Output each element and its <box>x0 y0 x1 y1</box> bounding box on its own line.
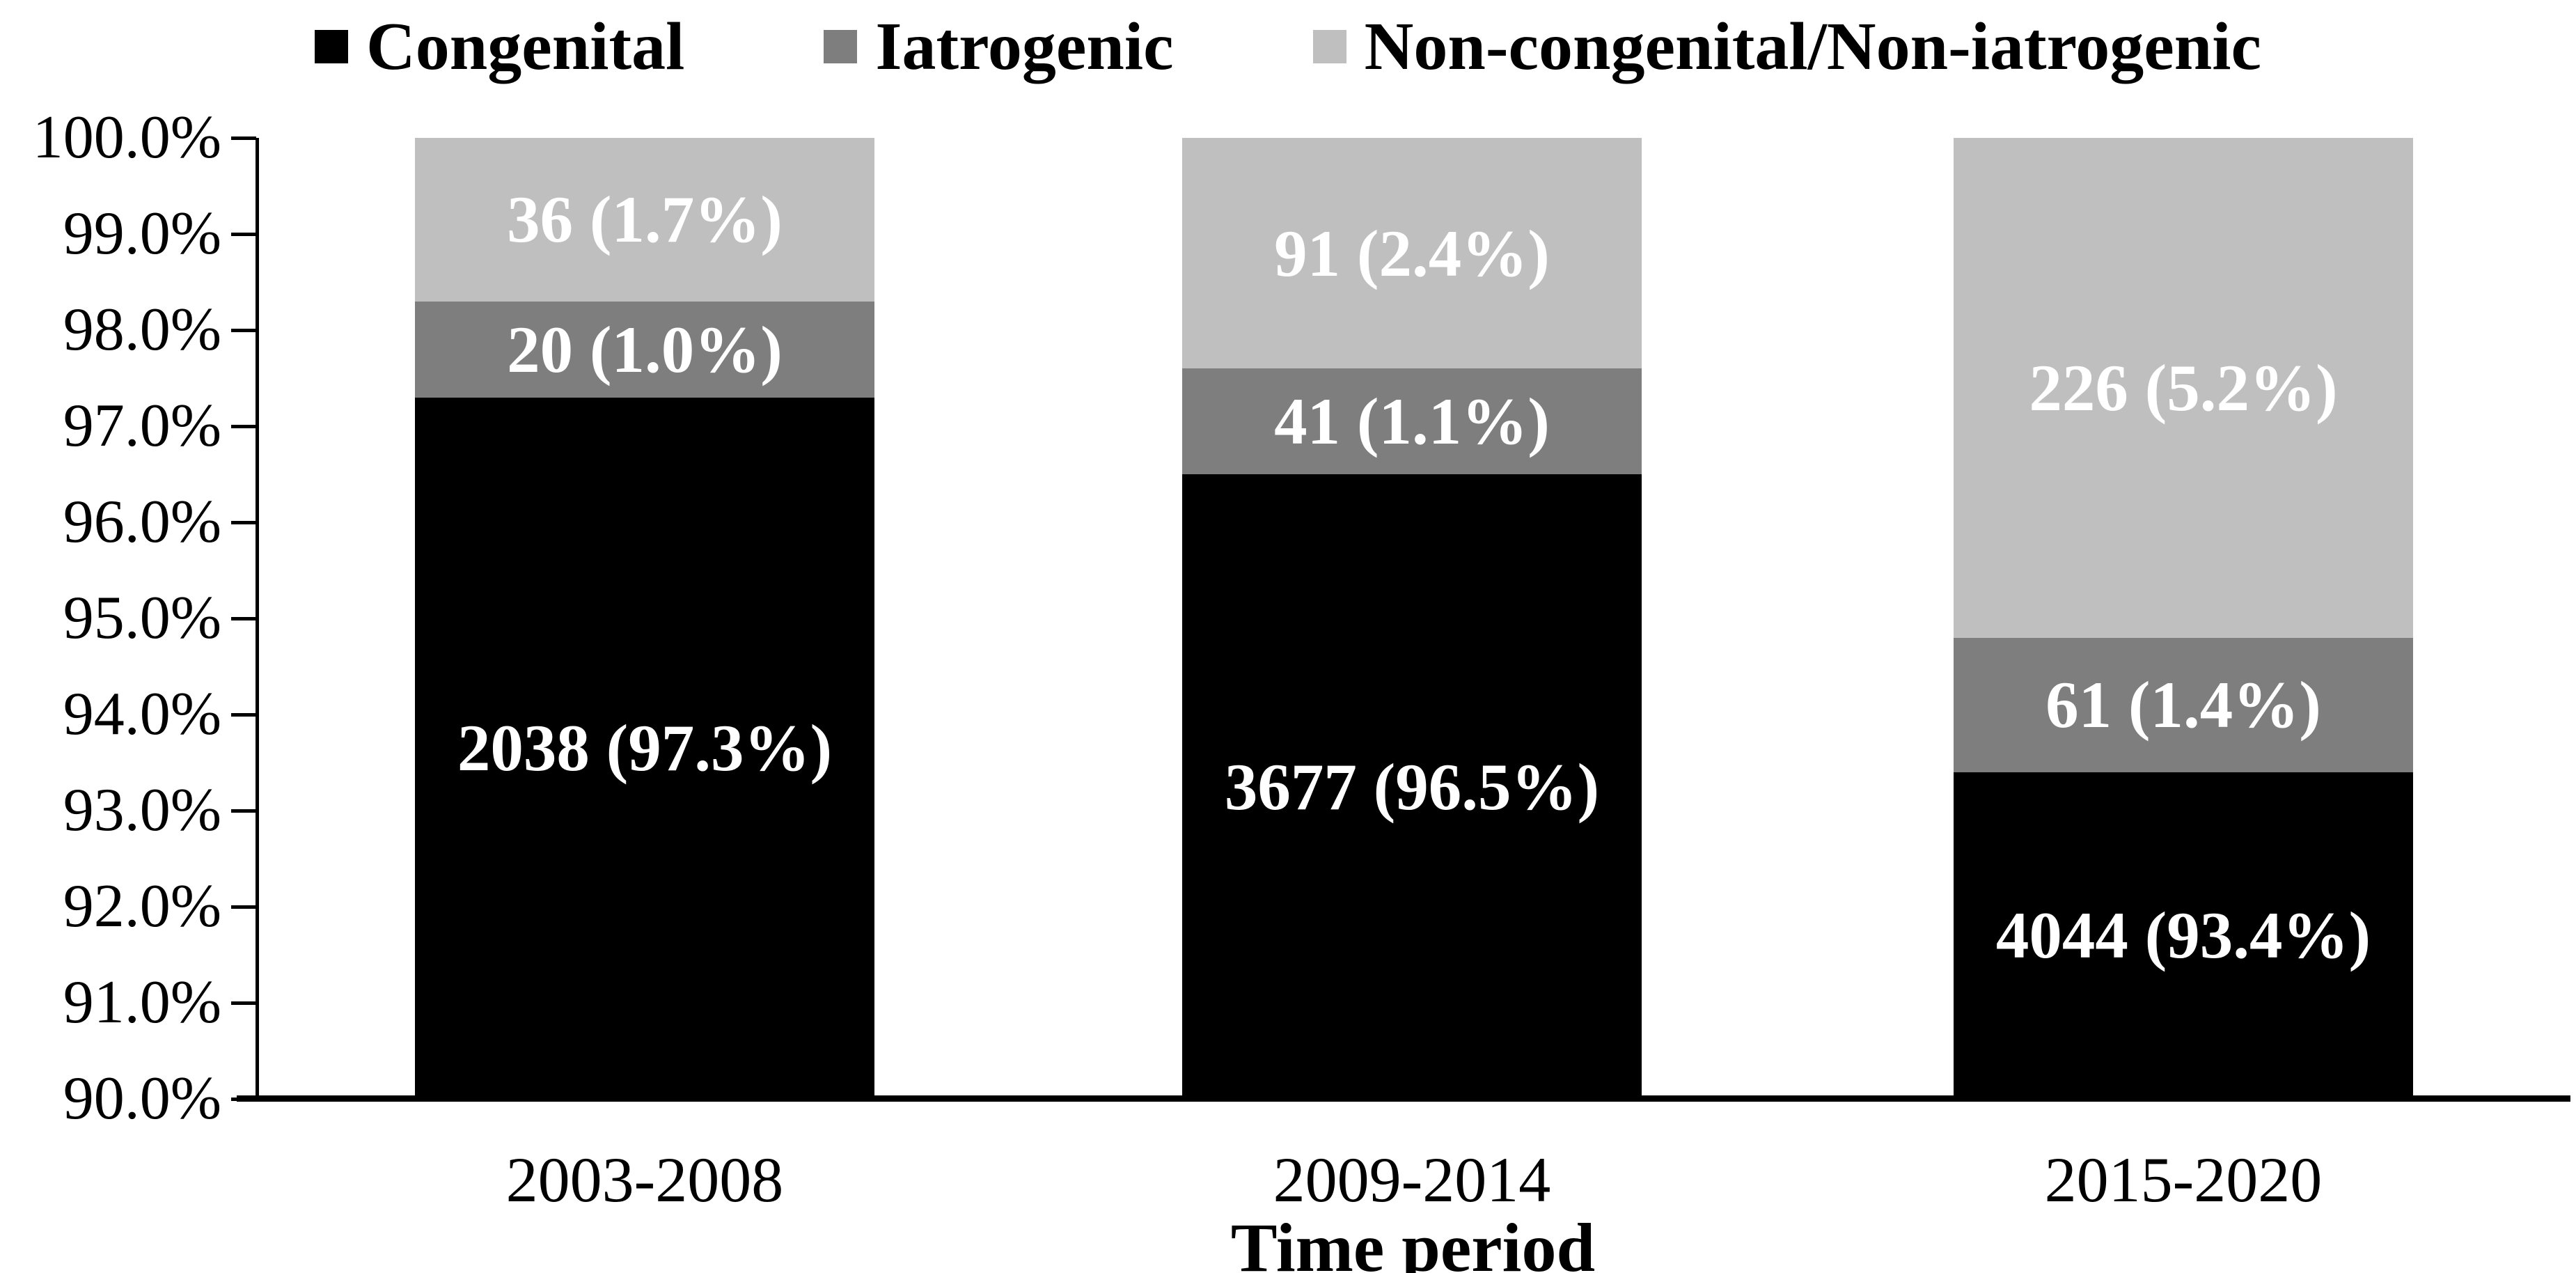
y-tick <box>231 329 256 332</box>
legend-item-1: Congenital <box>314 9 685 84</box>
y-tick <box>231 136 256 140</box>
y-tick <box>231 809 256 813</box>
legend-item-2: Iatrogenic <box>824 9 1174 84</box>
y-tick-label: 97.0% <box>63 392 221 460</box>
bar-segment-non-congenital-non-iatrogenic-2015-2020 <box>1954 138 2413 638</box>
bar-segment-iatrogenic-2015-2020 <box>1954 637 2413 772</box>
y-axis-line <box>256 138 259 1102</box>
y-tick-label: 96.0% <box>63 488 221 556</box>
bar-segment-non-congenital-non-iatrogenic-2003-2008 <box>415 138 874 302</box>
y-tick <box>231 1098 256 1101</box>
bar-segment-label: 2038 (97.3%) <box>457 711 833 786</box>
bar-segment-label: 3677 (96.5%) <box>1224 749 1600 824</box>
bar-segment-label: 61 (1.4%) <box>2045 668 2321 742</box>
bar-segment-congenital-2015-2020 <box>1954 772 2413 1099</box>
y-tick <box>231 905 256 909</box>
legend-label: Non-congenital/Non-iatrogenic <box>1364 9 2262 84</box>
bar-segment-label: 91 (2.4%) <box>1274 216 1550 290</box>
y-tick-label: 90.0% <box>63 1065 221 1132</box>
bar-segment-label: 36 (1.7%) <box>507 182 783 257</box>
y-tick-label: 94.0% <box>63 680 221 748</box>
legend-label: Congenital <box>366 9 685 84</box>
y-tick-label: 95.0% <box>63 584 221 652</box>
y-tick-label: 99.0% <box>63 200 221 267</box>
legend-swatch-icon <box>1312 30 1346 63</box>
y-tick <box>231 521 256 524</box>
y-tick-label: 92.0% <box>63 873 221 940</box>
legend-label: Iatrogenic <box>875 9 1174 84</box>
bar-segment-iatrogenic-2003-2008 <box>415 301 874 398</box>
bar-segment-label: 41 (1.1%) <box>1274 384 1550 459</box>
y-tick-label: 93.0% <box>63 776 221 844</box>
x-axis-title: Time period <box>1230 1209 1596 1273</box>
bar-segment-label: 20 (1.0%) <box>507 312 783 386</box>
legend-swatch-icon <box>314 30 348 63</box>
bar-segment-congenital-2003-2008 <box>415 397 874 1099</box>
legend-swatch-icon <box>824 30 858 63</box>
y-tick-label: 91.0% <box>63 969 221 1036</box>
chart-legend: Congenital Iatrogenic Non-congenital/Non-i… <box>0 13 2576 81</box>
bar-segment-non-congenital-non-iatrogenic-2009-2014 <box>1182 138 1642 369</box>
y-tick <box>231 617 256 620</box>
bar-segment-congenital-2009-2014 <box>1182 474 1642 1099</box>
x-tick-label: 2003-2008 <box>505 1144 784 1215</box>
y-tick <box>231 233 256 236</box>
legend-item-3: Non-congenital/Non-iatrogenic <box>1312 9 2262 84</box>
x-tick-label: 2009-2014 <box>1273 1144 1551 1215</box>
y-tick <box>231 1001 256 1005</box>
x-tick-label: 2015-2020 <box>2044 1144 2323 1215</box>
bar-segment-label: 4044 (93.4%) <box>1995 898 2371 973</box>
y-tick <box>231 713 256 717</box>
y-tick-label: 100.0% <box>32 104 221 171</box>
y-tick-label: 98.0% <box>63 296 221 364</box>
bar-segment-label: 226 (5.2%) <box>2029 350 2338 425</box>
bar-segment-iatrogenic-2009-2014 <box>1182 368 1642 474</box>
y-tick <box>231 425 256 428</box>
